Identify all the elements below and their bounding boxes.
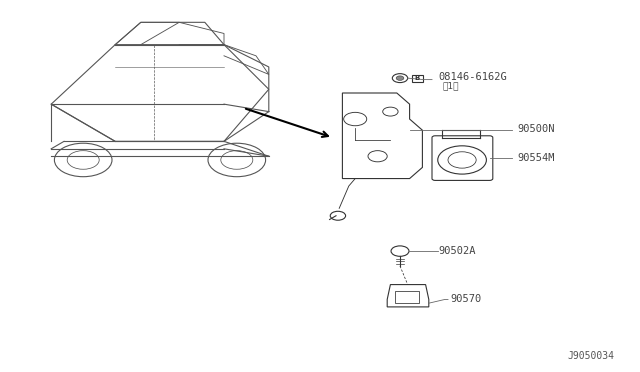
Text: 90554M: 90554M [517, 153, 555, 163]
Text: J9050034: J9050034 [568, 351, 614, 361]
Text: B: B [415, 76, 420, 81]
Text: 90502A: 90502A [438, 246, 476, 256]
Text: 90570: 90570 [450, 295, 481, 304]
Text: 08146-6162G: 08146-6162G [438, 73, 507, 82]
Text: 、1。: 、1。 [443, 81, 460, 90]
Text: 90500N: 90500N [517, 125, 555, 134]
Circle shape [396, 76, 404, 80]
